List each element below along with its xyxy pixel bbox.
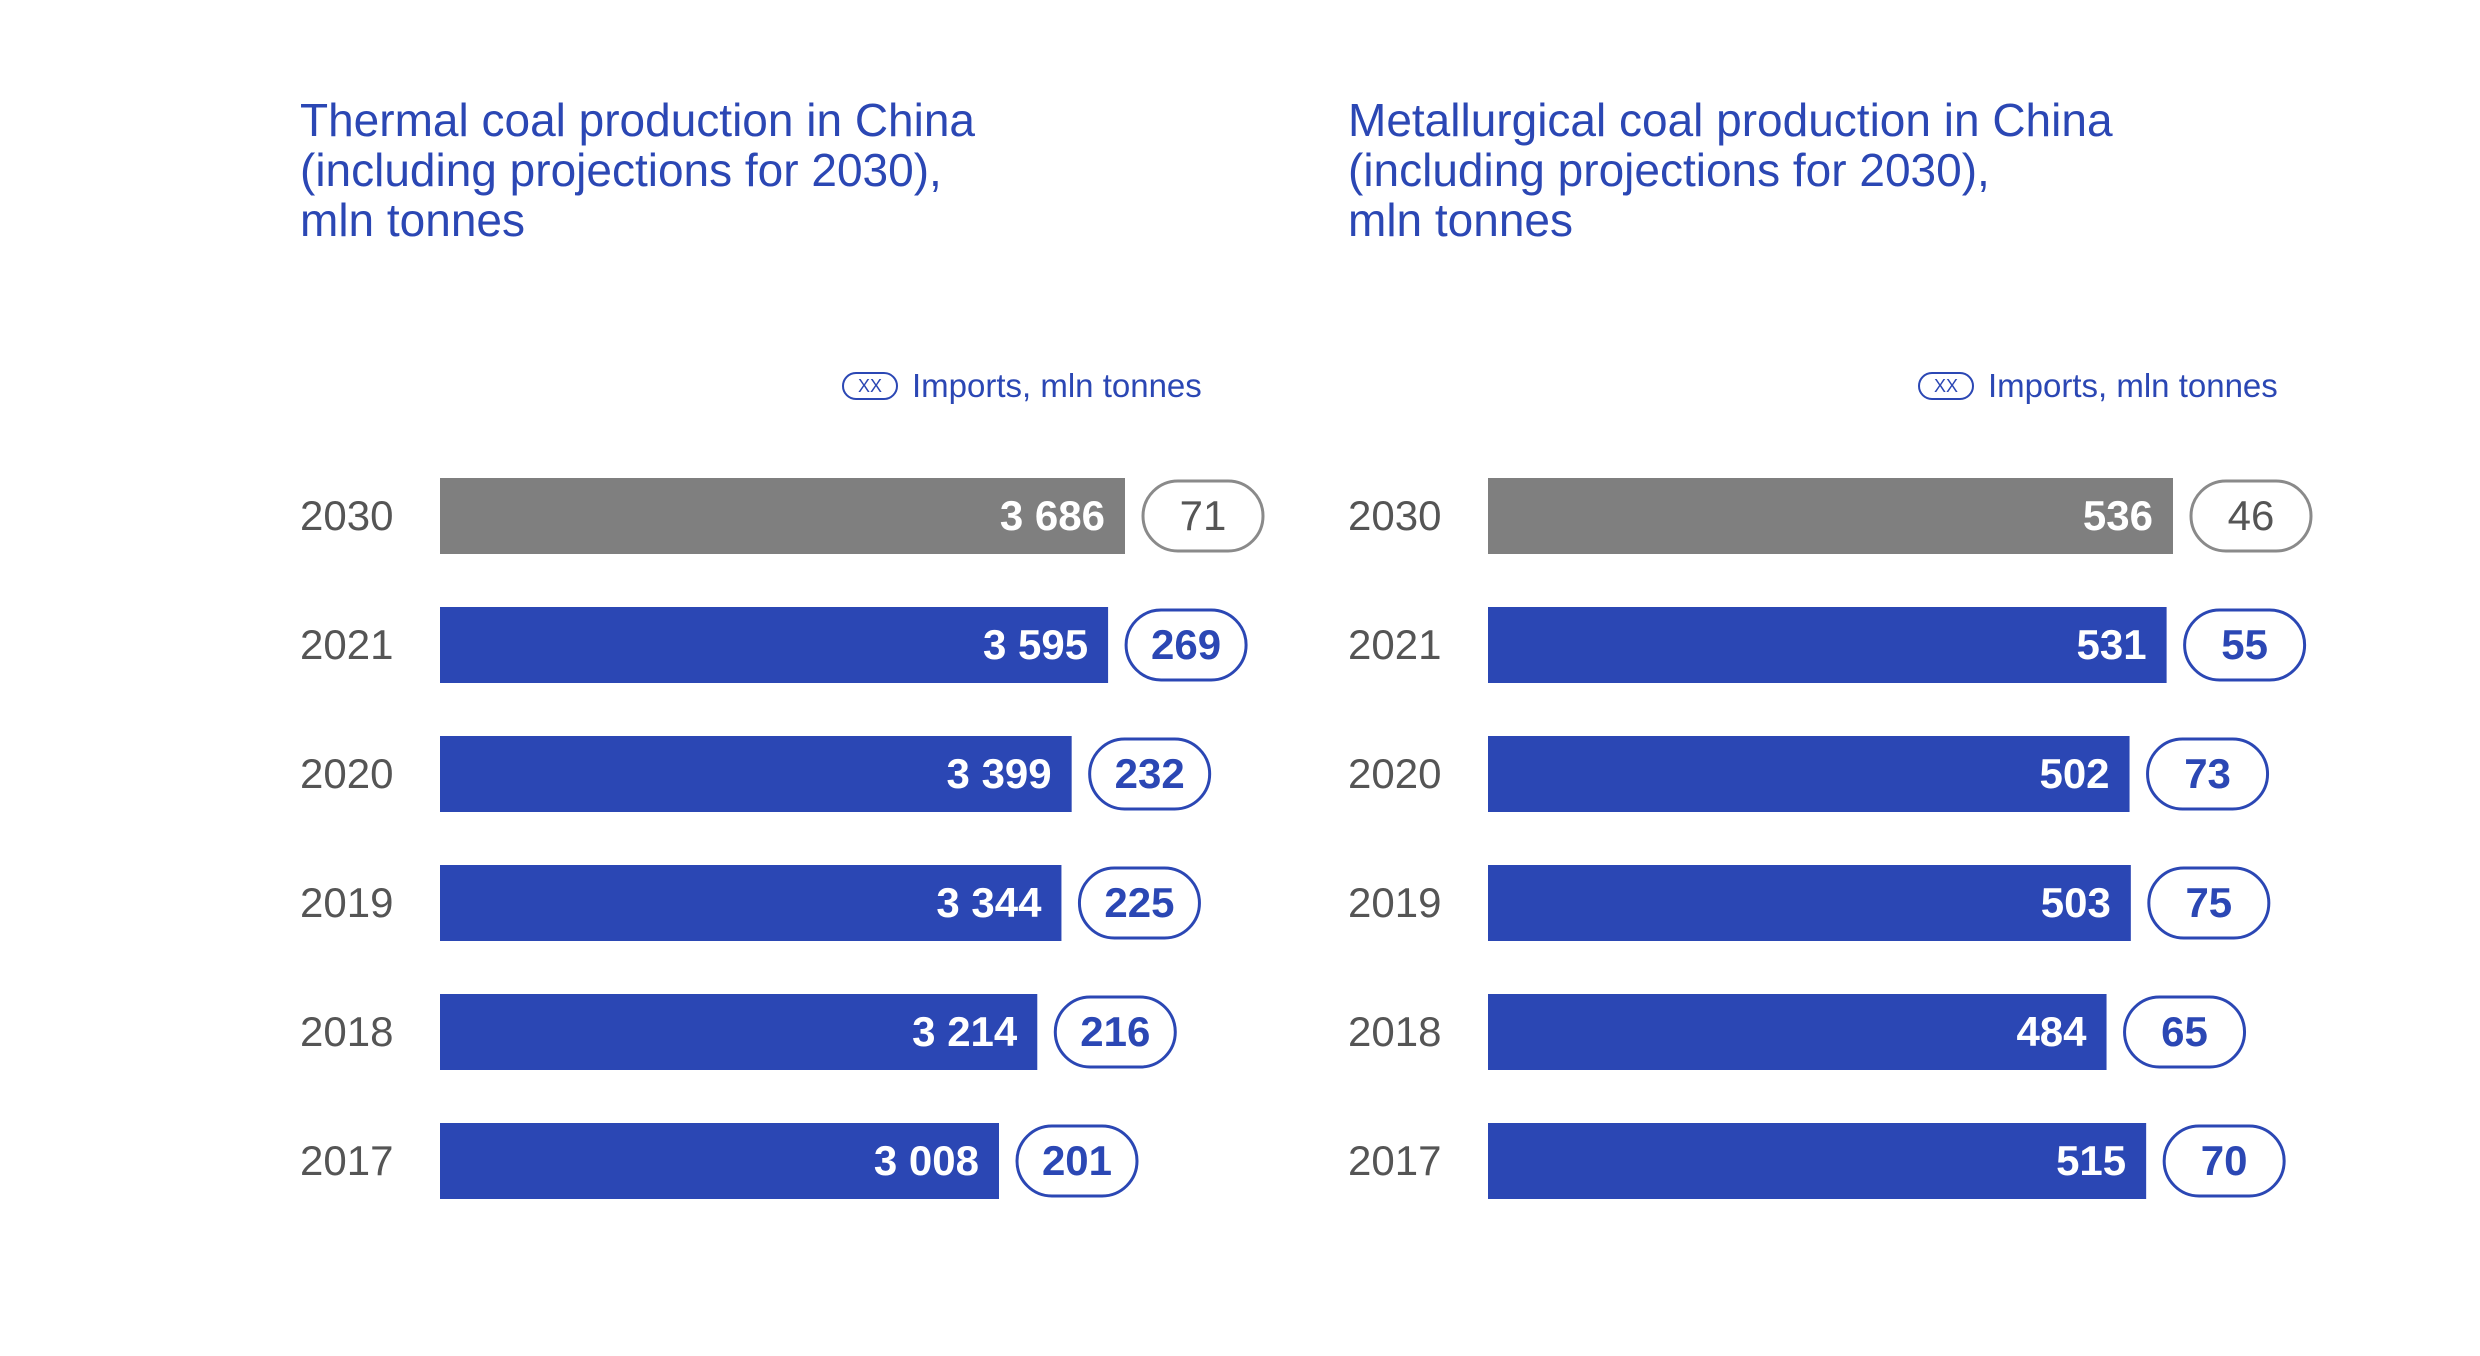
production-value-label: 3 008 [874, 1137, 979, 1184]
production-bar [1488, 736, 2130, 812]
imports-value-label: 73 [2184, 750, 2231, 797]
production-value-label: 531 [2077, 621, 2147, 668]
imports-badge [1141, 479, 1265, 553]
year-tick-label: 2020 [1348, 750, 1441, 797]
year-tick-label: 2017 [1348, 1137, 1441, 1184]
chart-title-line: mln tonnes [300, 194, 526, 246]
legend-swatch: XX [1918, 372, 1974, 400]
production-bar [440, 478, 1125, 554]
year-tick-label: 2018 [300, 1008, 393, 1055]
production-value-label: 3 214 [912, 1008, 1018, 1055]
production-value-label: 502 [2039, 750, 2109, 797]
imports-value-label: 216 [1080, 1008, 1150, 1055]
imports-badge [2146, 737, 2270, 811]
imports-badge [1088, 737, 1212, 811]
production-bar [1488, 994, 2107, 1070]
year-tick-label: 2020 [300, 750, 393, 797]
year-tick-label: 2030 [300, 492, 393, 539]
production-value-label: 515 [2056, 1137, 2126, 1184]
imports-badge [1124, 608, 1248, 682]
imports-value-label: 75 [2185, 879, 2232, 926]
production-bar [440, 736, 1072, 812]
legend-swatch: XX [842, 372, 898, 400]
imports-badge [2162, 1124, 2286, 1198]
chart-title-line: Metallurgical coal production in China [1348, 94, 2113, 146]
year-tick-label: 2021 [300, 621, 393, 668]
thermal-coal-bar-chart: 2030 3 686 71 2021 3 595 269 2020 3 399 232 2019 3… [300, 478, 1265, 1199]
imports-value-label: 269 [1151, 621, 1221, 668]
metallurgical-coal-panel: Metallurgical coal production in China (… [1348, 0, 2448, 1356]
production-bar [1488, 607, 2167, 683]
production-value-label: 3 399 [947, 750, 1052, 797]
year-tick-label: 2021 [1348, 621, 1441, 668]
year-tick-label: 2018 [1348, 1008, 1441, 1055]
year-tick-label: 2017 [300, 1137, 393, 1184]
production-value-label: 3 595 [983, 621, 1088, 668]
chart-title-line: (including projections for 2030), [1348, 144, 1990, 196]
chart-title-line: Thermal coal production in China [300, 94, 976, 146]
imports-badge [2147, 866, 2271, 940]
metallurgical-coal-bar-chart: 2030 536 46 2021 531 55 2020 502 73 2019 503 75 2018… [1348, 478, 2313, 1199]
imports-badge [2189, 479, 2313, 553]
imports-badge [1077, 866, 1201, 940]
chart-title: Metallurgical coal production in China (… [1348, 95, 2348, 245]
imports-value-label: 225 [1104, 879, 1174, 926]
production-bar [440, 865, 1062, 941]
chart-title-line: (including projections for 2030), [300, 144, 942, 196]
year-tick-label: 2019 [300, 879, 393, 926]
imports-badge [2183, 608, 2307, 682]
imports-value-label: 201 [1042, 1137, 1112, 1184]
imports-value-label: 46 [2228, 492, 2275, 539]
production-bar [440, 607, 1109, 683]
imports-value-label: 65 [2161, 1008, 2208, 1055]
production-value-label: 3 686 [1000, 492, 1105, 539]
imports-badge [2123, 995, 2247, 1069]
chart-title-line: mln tonnes [1348, 194, 1574, 246]
production-bar [440, 994, 1038, 1070]
production-value-label: 536 [2083, 492, 2153, 539]
production-bar [1488, 1123, 2147, 1199]
chart-title: Thermal coal production in China (includ… [300, 95, 1300, 245]
imports-value-label: 232 [1115, 750, 1185, 797]
thermal-coal-panel: Thermal coal production in China (includ… [300, 0, 1400, 1356]
imports-value-label: 70 [2201, 1137, 2248, 1184]
production-bar [440, 1123, 1000, 1199]
year-tick-label: 2019 [1348, 879, 1441, 926]
chart-legend: XX Imports, mln tonnes [842, 366, 1202, 406]
production-value-label: 484 [2016, 1008, 2087, 1055]
production-bar [1488, 865, 2131, 941]
production-value-label: 3 344 [936, 879, 1042, 926]
legend-label: Imports, mln tonnes [912, 367, 1202, 404]
year-tick-label: 2030 [1348, 492, 1441, 539]
imports-value-label: 71 [1180, 492, 1227, 539]
production-value-label: 503 [2041, 879, 2111, 926]
production-bar [1488, 478, 2173, 554]
legend-label: Imports, mln tonnes [1988, 367, 2278, 404]
imports-badge [1053, 995, 1177, 1069]
chart-legend: XX Imports, mln tonnes [1918, 366, 2278, 406]
imports-value-label: 55 [2221, 621, 2268, 668]
imports-badge [1015, 1124, 1139, 1198]
